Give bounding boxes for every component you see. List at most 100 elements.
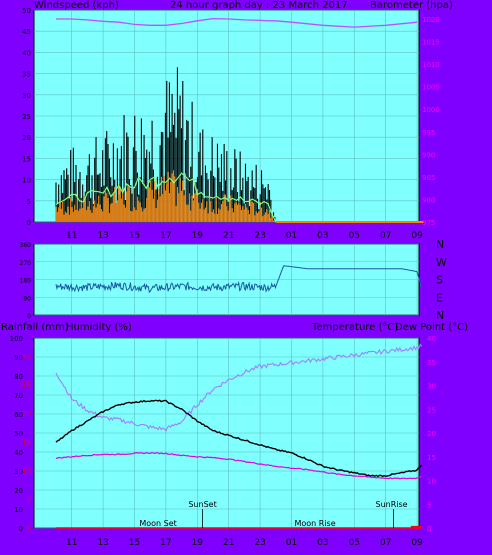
- temp-axis-tick-label: 5: [427, 501, 431, 509]
- humidity-axis-tick-label: 20: [14, 487, 23, 495]
- wind-axis-tick-label: 45: [22, 28, 31, 36]
- humidity-axis-tick-label: 90: [14, 354, 23, 362]
- wind-fill-bars: [55, 170, 276, 222]
- x-tick-label: 07: [380, 231, 391, 241]
- humidity-line: [55, 343, 423, 432]
- baro-axis-tick-label: 995: [422, 129, 435, 137]
- x-tick-label: 17: [160, 538, 171, 548]
- baro-axis-tick-label: 985: [422, 174, 435, 182]
- moonrise-label: Moon Rise: [294, 519, 335, 528]
- wind-axis-tick-label: 50: [22, 7, 31, 15]
- x-tick-label: 05: [349, 538, 360, 548]
- barometer-line: [56, 17, 418, 28]
- humidity-axis-tick-label: 40: [14, 449, 23, 457]
- x-tick-label: 13: [97, 538, 108, 548]
- wind-axis-tick-label: 40: [22, 49, 31, 57]
- x-tick-label: 01: [286, 538, 297, 548]
- baro-axis-tick-label: 975: [422, 219, 435, 227]
- x-tick-label: 15: [129, 538, 140, 548]
- x-tick-label: 09: [411, 231, 423, 241]
- temp-axis-tick-label: 10: [427, 478, 436, 486]
- sunset-label: SunSet: [188, 500, 216, 509]
- humidity-axis-tick-label: 100: [10, 335, 23, 343]
- rain-axis-tick-label: 30: [22, 352, 31, 360]
- direction-axis-tick-label: 180: [20, 278, 32, 285]
- barometer-label: Barometer (hpa): [370, 0, 453, 11]
- temp-axis-tick-label: 20: [427, 430, 436, 438]
- temp-axis-tick-label: 0: [427, 525, 431, 533]
- x-tick-label: 09: [411, 538, 423, 548]
- humidity-axis-tick-label: 80: [14, 373, 23, 381]
- temp-axis-tick-label: 25: [427, 406, 436, 414]
- humidity-axis-tick-label: 30: [14, 468, 23, 476]
- humidity-label: Humidity (%): [66, 322, 132, 333]
- x-tick-label: 19: [192, 538, 204, 548]
- rain-axis-tick-label: 25: [22, 381, 31, 389]
- humidity-axis-tick-label: 70: [14, 392, 23, 400]
- wind-barometer-chart: 0510152025303540455097598098599099510001…: [22, 7, 440, 241]
- baro-axis-tick-label: 1020: [422, 16, 440, 24]
- graph-title: 24 hour graph day : 23 March 2017: [170, 0, 348, 11]
- temperature-humidity-chart: 0102030405060708090100051015202530051015…: [10, 335, 436, 548]
- windspeed-label: Windspeed (kph): [34, 0, 119, 11]
- x-tick-label: 23: [254, 231, 265, 241]
- direction-letter: S: [436, 274, 443, 287]
- wind-axis-tick-label: 10: [22, 177, 31, 185]
- humidity-axis-tick-label: 50: [14, 430, 23, 438]
- moonset-label: Moon Set: [139, 519, 176, 528]
- x-tick-label: 11: [66, 538, 77, 548]
- x-tick-label: 11: [66, 231, 77, 241]
- x-tick-label: 21: [223, 231, 234, 241]
- wind-axis-tick-label: 25: [22, 113, 31, 121]
- x-tick-label: 01: [286, 231, 297, 241]
- baro-axis-tick-label: 1010: [422, 61, 440, 69]
- rain-axis-tick-label: 15: [22, 439, 31, 447]
- direction-letter: N: [436, 309, 444, 322]
- dewpoint-label: Dew Point (°C): [395, 322, 469, 333]
- rain-axis-tick-label: 10: [22, 467, 31, 475]
- wind-axis-tick-label: 5: [27, 198, 31, 206]
- direction-letter: E: [436, 291, 443, 304]
- rain-axis-tick-label: 5: [27, 496, 31, 504]
- baro-axis-tick-label: 1005: [422, 84, 440, 92]
- humidity-axis-tick-label: 10: [14, 506, 23, 514]
- baro-axis-tick-label: 1015: [422, 39, 440, 47]
- x-tick-label: 19: [192, 231, 204, 241]
- temperature-line: [55, 399, 423, 478]
- humidity-axis-tick-label: 60: [14, 411, 23, 419]
- direction-letter: N: [436, 238, 444, 251]
- wind-direction-line: [55, 265, 422, 294]
- rain-axis-tick-label: 20: [22, 410, 31, 418]
- dewpoint-line: [55, 452, 423, 480]
- direction-axis-tick-label: 0: [27, 313, 31, 320]
- x-tick-label: 03: [317, 231, 328, 241]
- temp-axis-tick-label: 15: [427, 454, 436, 462]
- baro-axis-tick-label: 980: [422, 196, 435, 204]
- x-tick-label: 07: [380, 538, 391, 548]
- wind-axis-tick-label: 0: [27, 219, 31, 227]
- temp-axis-tick-label: 35: [427, 359, 436, 367]
- temp-axis-tick-label: 30: [427, 383, 436, 391]
- wind-axis-tick-label: 30: [22, 92, 31, 100]
- wind-axis-tick-label: 35: [22, 71, 31, 79]
- direction-axis-tick-label: 360: [20, 242, 32, 249]
- x-tick-label: 13: [97, 231, 108, 241]
- rain-axis-tick-label: 0: [27, 525, 31, 533]
- direction-axis-tick-label: 270: [20, 260, 32, 267]
- wind-axis-tick-label: 20: [22, 134, 31, 142]
- direction-letter: W: [436, 256, 447, 269]
- x-tick-label: 23: [254, 538, 265, 548]
- rainfall-label: Rainfall (mm): [1, 322, 69, 333]
- x-tick-label: 17: [160, 231, 171, 241]
- x-tick-label: 05: [349, 231, 360, 241]
- baro-axis-tick-label: 990: [422, 151, 435, 159]
- baro-axis-tick-label: 1000: [422, 106, 440, 114]
- temp-axis-tick-label: 40: [427, 335, 436, 343]
- direction-axis-tick-label: 90: [23, 295, 31, 302]
- x-tick-label: 03: [317, 538, 328, 548]
- wind-average-line: [55, 172, 277, 223]
- wind-axis-tick-label: 15: [22, 155, 31, 163]
